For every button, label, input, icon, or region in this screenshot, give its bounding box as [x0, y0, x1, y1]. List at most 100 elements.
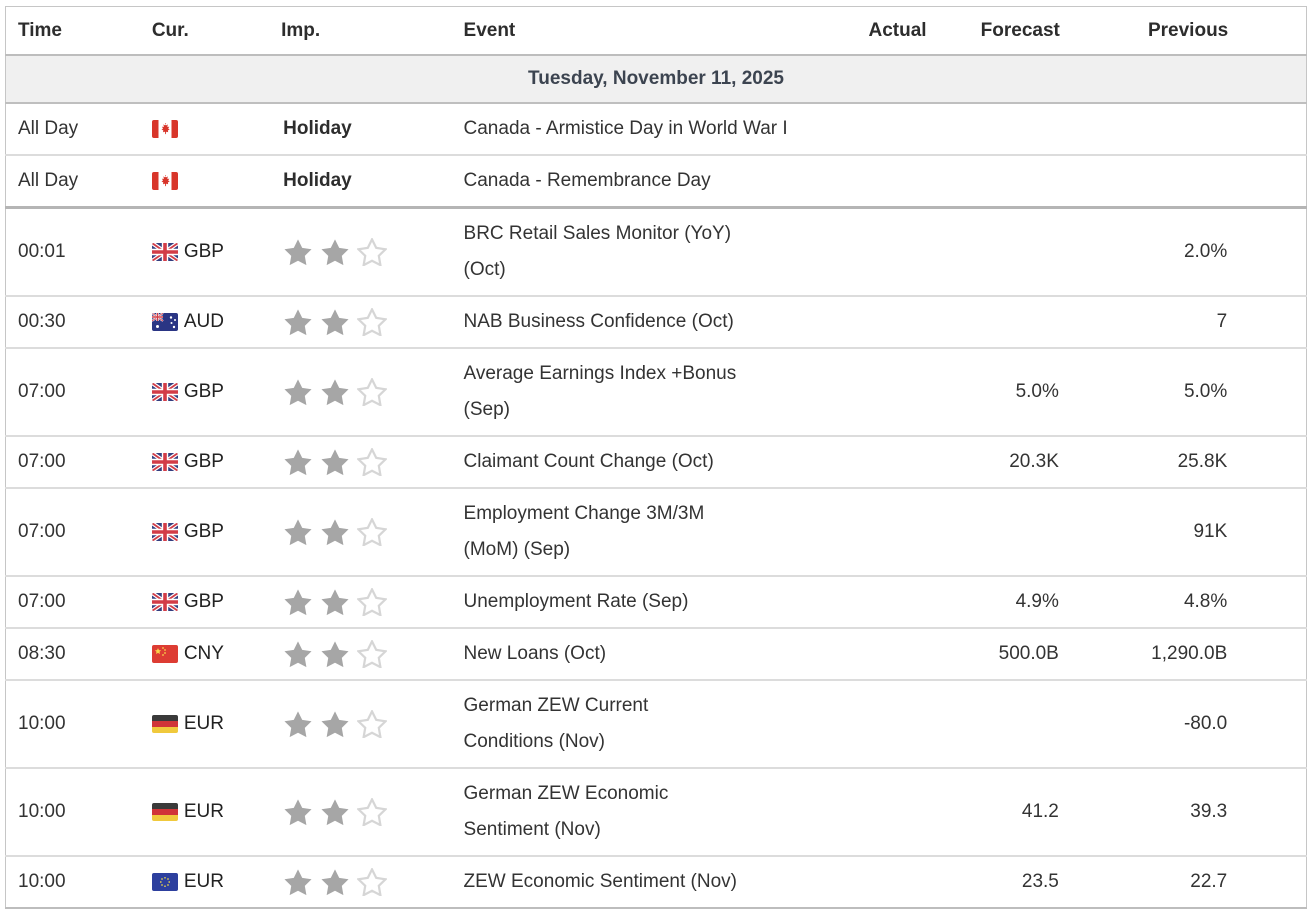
star-outline-icon: [357, 868, 388, 896]
date-header-row: Tuesday, November 11, 2025: [5, 54, 1307, 104]
star-filled-icon: [321, 309, 349, 336]
event-name[interactable]: Canada - Armistice Day in World War I: [463, 118, 788, 139]
holiday-label: Holiday: [283, 170, 352, 191]
event-name[interactable]: Average Earnings Index +Bonus (Sep): [455, 347, 842, 436]
event-time: All Day: [5, 154, 152, 209]
economic-calendar-table: Time Cur. Imp. Event Actual Forecast Pre…: [5, 6, 1307, 909]
holiday-label: Holiday: [283, 118, 352, 139]
row-spacer: [1228, 575, 1307, 628]
currency-cell: CNY: [151, 627, 282, 680]
table-row[interactable]: All Day Holiday Canada - Armistice Day i…: [6, 103, 1307, 155]
star-filled-icon: [284, 379, 312, 406]
currency-cell: EUR: [151, 767, 282, 856]
event-time: 07:00: [5, 487, 152, 576]
forecast-value: [926, 679, 1060, 768]
previous-value: 1,290.0B: [1059, 627, 1229, 680]
event-time: 00:30: [5, 295, 152, 348]
actual-value: [841, 103, 926, 155]
currency-cell: GBP: [151, 575, 282, 628]
uk-flag-icon: [151, 523, 178, 541]
event-name[interactable]: BRC Retail Sales Monitor (YoY) (Oct): [455, 206, 842, 296]
event-name[interactable]: ZEW Economic Sentiment (Nov): [455, 855, 842, 908]
forecast-value: 5.0%: [926, 347, 1060, 436]
currency-code: GBP: [183, 381, 224, 402]
star-filled-icon: [321, 589, 349, 616]
event-time: 10:00: [5, 679, 152, 768]
importance-stars: [283, 378, 454, 406]
australia-flag-icon: [151, 313, 178, 331]
table-row[interactable]: 10:00 EUR German ZEW Current Conditions (…: [5, 679, 1307, 768]
table-row[interactable]: 07:00 GBP Unemployment Rate (Sep) 4.9% 4…: [5, 575, 1307, 628]
star-outline-icon: [357, 640, 388, 668]
table-row[interactable]: 00:30 AUD NAB Business Confidence (Oct) …: [5, 295, 1307, 348]
table-row[interactable]: 00:01 GBP BRC Retail Sales Monitor (YoY)…: [5, 206, 1307, 296]
star-filled-icon: [284, 711, 312, 738]
table-row[interactable]: 07:00 GBP Employment Change 3M/3M (MoM) (…: [5, 487, 1307, 576]
currency-code: EUR: [183, 713, 224, 734]
actual-value: [841, 767, 927, 856]
star-filled-icon: [321, 519, 349, 546]
forecast-value: [927, 103, 1060, 155]
currency-code: GBP: [183, 451, 224, 472]
event-name[interactable]: NAB Business Confidence (Oct): [455, 295, 842, 348]
previous-value: [1060, 103, 1228, 155]
importance-stars: [283, 640, 454, 668]
currency-code: EUR: [183, 871, 224, 892]
column-header-importance: Imp.: [281, 6, 456, 55]
china-flag-icon: [151, 645, 178, 663]
importance-cell: [281, 295, 456, 348]
star-filled-icon: [321, 799, 349, 826]
importance-cell: [281, 575, 456, 628]
table-row[interactable]: All Day Holiday Canada - Remembrance Day: [5, 154, 1307, 209]
event-name[interactable]: New Loans (Oct): [455, 627, 842, 680]
event-name[interactable]: Unemployment Rate (Sep): [455, 575, 842, 628]
table-row[interactable]: 10:00 EUR German ZEW Economic Sentiment (…: [5, 767, 1307, 856]
importance-cell: Holiday: [281, 103, 455, 155]
importance-stars: [283, 868, 454, 896]
table-row[interactable]: 10:00 EUR ZEW Economic Sentiment (Nov) 2…: [5, 855, 1307, 908]
currency-cell: EUR: [151, 679, 282, 768]
table-row[interactable]: 07:00 GBP Claimant Count Change (Oct) 20…: [5, 435, 1307, 488]
importance-stars: [283, 238, 454, 266]
currency-code: GBP: [183, 241, 224, 262]
table-row[interactable]: 07:00 GBP Average Earnings Index +Bonus(…: [5, 347, 1307, 436]
forecast-value: 4.9%: [926, 575, 1060, 628]
forecast-value: [926, 295, 1060, 348]
star-filled-icon: [284, 449, 312, 476]
event-name[interactable]: Canada - Remembrance Day: [455, 154, 842, 209]
forecast-value: 500.0B: [926, 627, 1060, 680]
event-name[interactable]: German ZEW Economic Sentiment (Nov): [455, 767, 842, 856]
row-spacer: [1228, 487, 1307, 576]
canada-flag-icon: [151, 172, 178, 190]
currency-code: GBP: [183, 591, 224, 612]
currency-cell: EUR: [151, 855, 282, 908]
uk-flag-icon: [151, 383, 178, 401]
event-time: All Day: [18, 118, 79, 139]
event-name[interactable]: Employment Change 3M/3M (MoM) (Sep): [455, 487, 842, 576]
importance-cell: [281, 855, 456, 908]
previous-value: 4.8%: [1059, 575, 1229, 628]
event-name[interactable]: Claimant Count Change (Oct): [455, 435, 842, 488]
currency-cell: GBP: [151, 347, 282, 436]
forecast-value: 20.3K: [926, 435, 1060, 488]
importance-cell: [281, 767, 456, 856]
event-name[interactable]: German ZEW Current Conditions (Nov): [455, 679, 842, 768]
germany-flag-icon: [151, 715, 178, 733]
star-outline-icon: [357, 378, 388, 406]
star-filled-icon: [284, 641, 312, 668]
table-row[interactable]: 08:30 CNY New Loans (Oct) 500.0B 1,290.0…: [5, 627, 1307, 680]
star-outline-icon: [357, 518, 388, 546]
importance-cell: [281, 627, 456, 680]
row-spacer: [1228, 347, 1307, 436]
currency-code: CNY: [183, 643, 224, 664]
currency-cell: GBP: [151, 487, 282, 576]
uk-flag-icon: [151, 453, 178, 471]
row-spacer: [1228, 855, 1307, 908]
actual-value: [841, 295, 927, 348]
importance-stars: [283, 308, 454, 336]
actual-value: [841, 487, 927, 576]
star-filled-icon: [284, 869, 312, 896]
forecast-value: 41.2: [926, 767, 1060, 856]
uk-flag-icon: [151, 593, 178, 611]
star-filled-icon: [284, 519, 312, 546]
